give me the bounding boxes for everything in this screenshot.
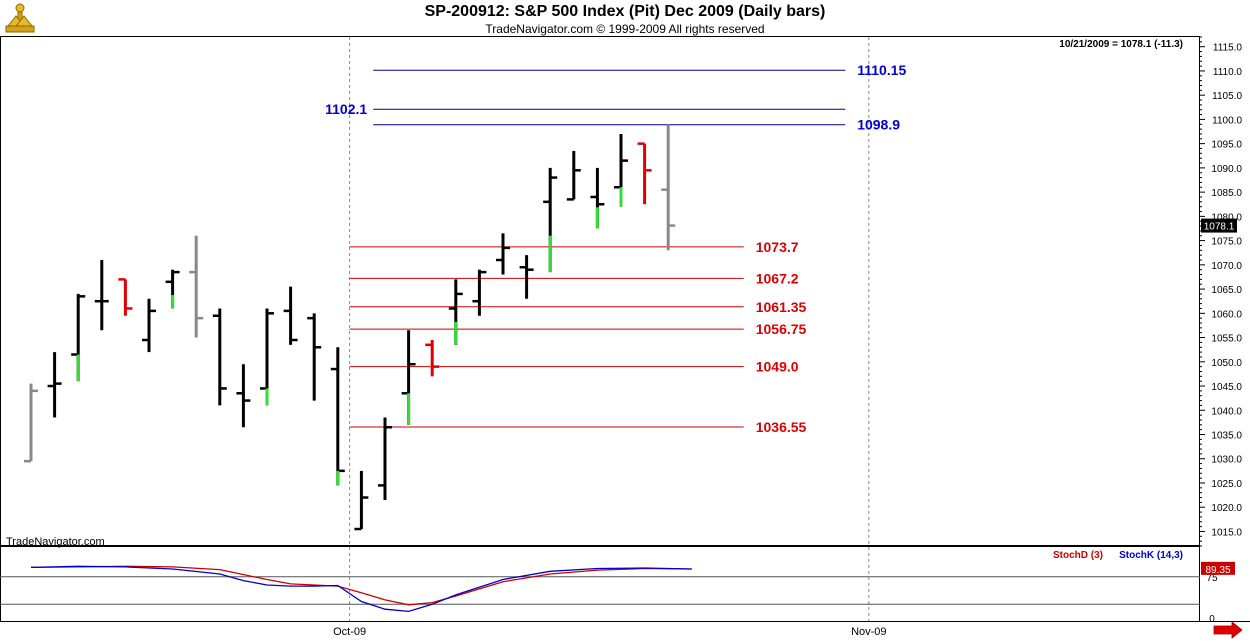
osc-series-line bbox=[30, 565, 692, 606]
osc-y-tick-label: 0 bbox=[1209, 614, 1215, 625]
osc-last-value-box bbox=[1201, 561, 1235, 575]
osc-y-tick-label: 75 bbox=[1206, 573, 1218, 584]
last-price-box bbox=[1201, 218, 1237, 233]
y-tick-label: 1070.0 bbox=[1211, 261, 1242, 272]
y-tick-label: 1035.0 bbox=[1211, 431, 1242, 442]
y-tick-label: 1115.0 bbox=[1213, 43, 1243, 54]
y-tick-label: 1085.0 bbox=[1211, 188, 1242, 199]
x-tick-label: Oct-09 bbox=[333, 626, 366, 638]
y-tick-label: 1095.0 bbox=[1211, 140, 1242, 151]
y-tick-label: 1015.0 bbox=[1211, 527, 1242, 538]
level-label: 1098.9 bbox=[857, 117, 900, 133]
y-tick-label: 1030.0 bbox=[1211, 455, 1242, 466]
x-tick-label: Nov-09 bbox=[851, 626, 886, 638]
y-tick-label: 1100.0 bbox=[1212, 115, 1242, 126]
level-label: 1067.2 bbox=[756, 270, 799, 286]
chart-subtitle: TradeNavigator.com © 1999-2009 All right… bbox=[485, 22, 765, 36]
y-tick-label: 1090.0 bbox=[1211, 164, 1242, 175]
level-label: 1056.75 bbox=[756, 321, 807, 337]
y-tick-label: 1110.0 bbox=[1213, 67, 1243, 78]
y-tick-label: 1025.0 bbox=[1211, 479, 1242, 490]
level-label: 1036.55 bbox=[756, 419, 807, 435]
oscillator-panel-frame bbox=[0, 546, 1200, 622]
y-tick-label: 1075.0 bbox=[1211, 237, 1242, 248]
scroll-right-arrow-icon bbox=[1213, 621, 1243, 639]
level-label: 1061.35 bbox=[756, 299, 807, 315]
y-tick-label: 1105.0 bbox=[1212, 91, 1242, 102]
trade-navigator-logo bbox=[2, 2, 38, 34]
y-tick-label: 1080.0 bbox=[1211, 212, 1242, 223]
legend-stochd: StochD (3) bbox=[1053, 550, 1103, 561]
y-tick-label: 1045.0 bbox=[1211, 382, 1242, 393]
y-tick-label: 1050.0 bbox=[1211, 358, 1242, 369]
osc-series-line bbox=[30, 565, 692, 613]
watermark-label: TradeNavigator.com bbox=[6, 536, 105, 548]
y-tick-label: 1020.0 bbox=[1211, 503, 1242, 514]
y-tick-label: 1055.0 bbox=[1211, 334, 1242, 345]
y-tick-label: 1060.0 bbox=[1211, 309, 1242, 320]
level-label: 1049.0 bbox=[756, 359, 799, 375]
last-info-label: 10/21/2009 = 1078.1 (-11.3) bbox=[1059, 39, 1183, 50]
y-tick-label: 1040.0 bbox=[1211, 406, 1242, 417]
last-price-label: 1078.1 bbox=[1204, 222, 1235, 233]
level-label: 1102.1 bbox=[325, 101, 367, 117]
level-label: 1073.7 bbox=[756, 239, 799, 255]
osc-last-value-label: 89.35 bbox=[1205, 565, 1230, 576]
level-label: 1110.15 bbox=[857, 62, 906, 78]
price-panel-frame bbox=[0, 36, 1200, 546]
chart-title: SP-200912: S&P 500 Index (Pit) Dec 2009 … bbox=[424, 3, 826, 20]
y-tick-label: 1065.0 bbox=[1211, 285, 1242, 296]
legend-stochk: StochK (14,3) bbox=[1119, 550, 1183, 561]
